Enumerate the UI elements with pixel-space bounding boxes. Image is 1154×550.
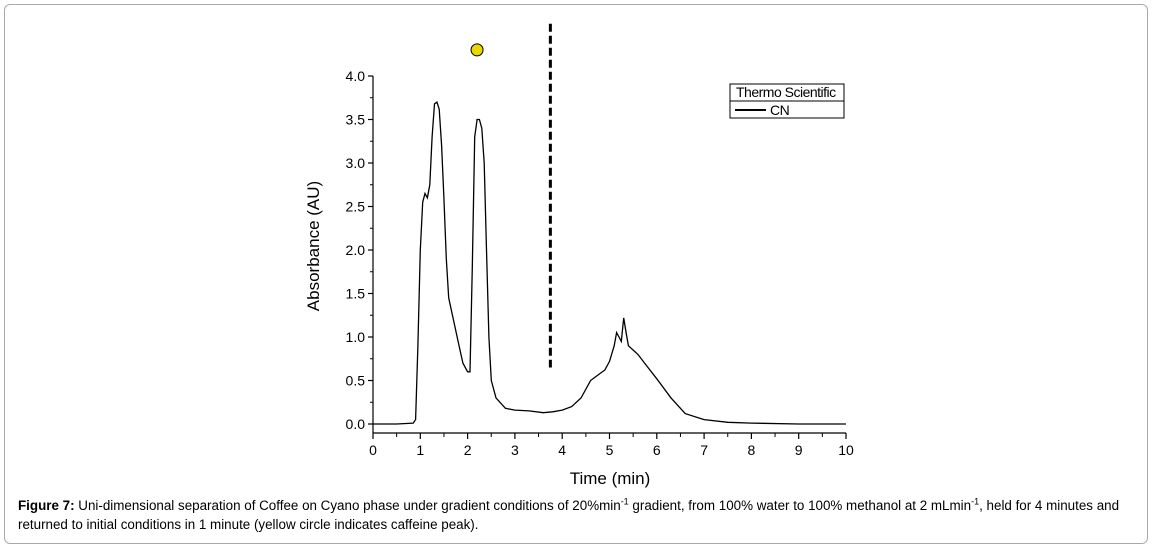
x-ticks: 0 1 2 3 4 5 6 7 8 9 10 — [369, 433, 854, 458]
x-tick-label: 3 — [511, 442, 519, 458]
caption-text-3: , held for 4 minutes and returned to ini… — [18, 498, 1120, 532]
y-tick-label: 2.5 — [346, 199, 366, 215]
caption-sup-1: -1 — [620, 496, 629, 507]
x-tick-label: 4 — [558, 442, 566, 458]
x-tick-label: 1 — [416, 442, 424, 458]
caption-label: Figure 7: — [18, 498, 75, 513]
annotations — [470, 23, 552, 368]
caffeine-peak-marker — [470, 43, 484, 57]
x-tick-label: 7 — [700, 442, 708, 458]
y-tick-label: 2.0 — [346, 242, 366, 258]
figure-frame — [4, 4, 1148, 544]
y-tick-label: 3.0 — [346, 155, 366, 171]
x-tick-label: 6 — [653, 442, 661, 458]
x-tick-label: 2 — [464, 442, 472, 458]
caption-text-1: Uni-dimensional separation of Coffee on … — [74, 498, 621, 513]
y-tick-label: 1.5 — [346, 286, 366, 302]
y-tick-label: 4.0 — [346, 68, 366, 84]
legend-title: Thermo Scientific — [736, 84, 836, 100]
y-tick-label: 3.5 — [346, 112, 366, 128]
caption-text-2: gradient, from 100% water to 100% methan… — [628, 498, 972, 513]
x-tick-label: 8 — [748, 442, 756, 458]
axes — [372, 76, 846, 434]
figure-caption: Figure 7: Uni-dimensional separation of … — [18, 496, 1138, 534]
x-tick-label: 9 — [795, 442, 803, 458]
y-ticks: 0.0 0.5 1.0 1.5 2.0 2.5 3.0 3.5 4.0 — [346, 68, 373, 432]
series-line-cn — [373, 101, 846, 425]
x-tick-label: 0 — [369, 442, 377, 458]
x-tick-label: 5 — [606, 442, 614, 458]
legend-label-cn: CN — [770, 102, 789, 118]
y-tick-label: 0.0 — [346, 416, 366, 432]
legend: Thermo Scientific CN — [729, 83, 845, 119]
y-tick-label: 0.5 — [346, 373, 366, 389]
x-tick-label: 10 — [838, 442, 854, 458]
y-tick-label: 1.0 — [346, 329, 366, 345]
y-axis-label: Absorbance (AU) — [304, 181, 323, 311]
chromatogram-chart: 0.0 0.5 1.0 1.5 2.0 2.5 3.0 3.5 4.0 0 1 2 3 4 5 6 7 8 9 10… — [304, 23, 854, 488]
caption-sup-2: -1 — [971, 496, 980, 507]
x-axis-label: Time (min) — [570, 469, 651, 488]
